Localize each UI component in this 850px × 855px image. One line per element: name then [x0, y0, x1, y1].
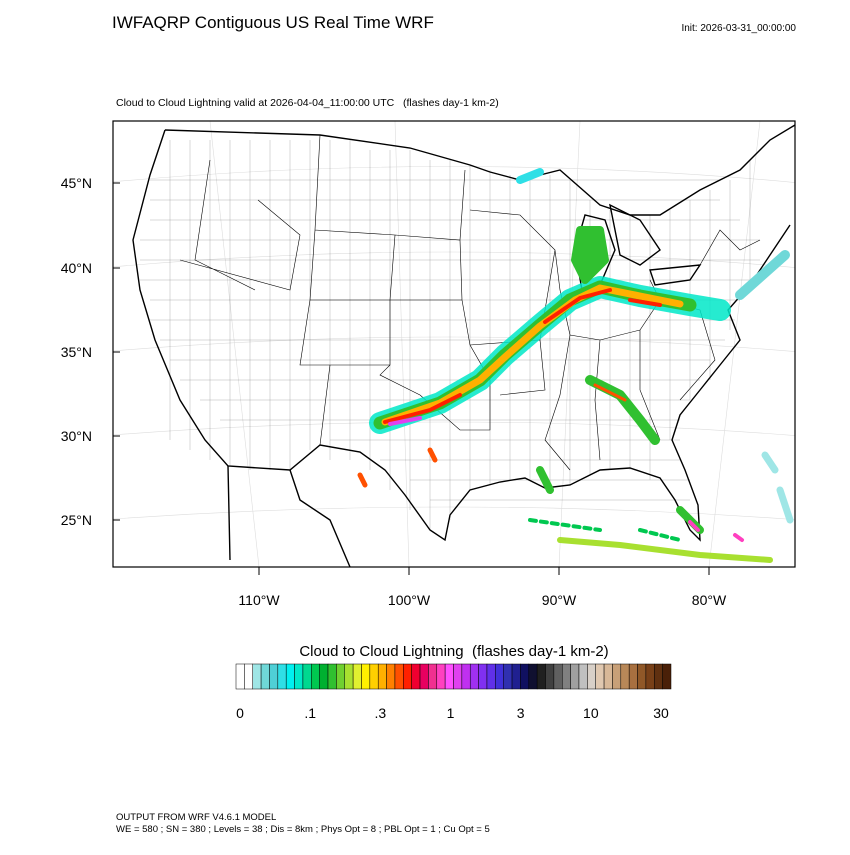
lat-label: 30°N	[61, 428, 92, 444]
colorbar-box	[444, 663, 454, 690]
colorbar-box	[620, 663, 630, 690]
colorbar-box	[453, 663, 463, 690]
init-time: Init: 2026-03-31_00:00:00	[681, 23, 796, 34]
footer-line1: OUTPUT FROM WRF V4.6.1 MODEL	[116, 812, 276, 823]
lat-label: 25°N	[61, 512, 92, 528]
colorbar-box	[252, 663, 262, 690]
colorbar-box	[637, 663, 647, 690]
colorbar-box	[311, 663, 320, 690]
colorbar-box	[503, 663, 513, 690]
map: 45°N 40°N 35°N 30°N 25°N 110°W 100°W 90°W 80°W	[61, 120, 796, 608]
colorbar-box	[536, 663, 546, 690]
colorbar-box	[269, 663, 279, 690]
colorbar-box	[545, 663, 555, 690]
colorbar-box	[285, 663, 295, 690]
colorbar-box	[327, 663, 337, 690]
colorbar-box	[411, 663, 421, 690]
axis-labels: 45°N 40°N 35°N 30°N 25°N 110°W 100°W 90°W 80°W	[61, 175, 727, 608]
colorbar-box	[603, 663, 613, 690]
colorbar-box	[528, 663, 538, 690]
colorbar-box	[377, 663, 387, 690]
colorbar-label: 30	[653, 705, 669, 721]
footer-line2: WE = 580 ; SN = 380 ; Levels = 38 ; Dis …	[116, 824, 490, 835]
colorbar-box	[294, 663, 304, 690]
colorbar-box	[595, 663, 605, 690]
colorbar-box	[654, 663, 663, 690]
colorbar-box	[244, 663, 253, 690]
map-frame	[112, 120, 796, 568]
colorbar-box	[361, 663, 371, 690]
lon-label: 100°W	[388, 592, 431, 608]
colorbar-box	[562, 663, 571, 690]
colorbar-box	[511, 663, 521, 690]
colorbar-box	[344, 663, 354, 690]
colorbar-box	[486, 663, 496, 690]
lon-label: 110°W	[238, 592, 280, 608]
colorbar-label: 10	[583, 705, 599, 721]
lat-label: 40°N	[61, 260, 92, 276]
colorbar-box	[662, 663, 672, 690]
colorbar-box	[277, 663, 287, 690]
colorbar-box	[587, 663, 596, 690]
colorbar-box	[578, 663, 588, 690]
colorbar-box	[570, 663, 580, 690]
colorbar-box	[386, 663, 396, 690]
colorbar-box	[478, 663, 488, 690]
colorbar-box	[394, 663, 404, 690]
colorbar-box	[302, 663, 312, 690]
colorbar-box	[553, 663, 563, 690]
title: IWFAQRP Contiguous US Real Time WRF	[112, 13, 434, 32]
colorbar-box	[369, 663, 379, 690]
colorbar-box	[520, 663, 530, 690]
colorbar: 0 .1 .3 1 3 10 30	[235, 663, 672, 721]
lat-label: 45°N	[61, 175, 92, 191]
colorbar-box	[495, 663, 504, 690]
colorbar-label: .3	[374, 705, 386, 721]
colorbar-title: Cloud to Cloud Lightning (flashes day-1 …	[299, 643, 608, 660]
lat-label: 35°N	[61, 344, 92, 360]
colorbar-box	[436, 663, 446, 690]
colorbar-box	[235, 663, 245, 690]
colorbar-box	[645, 663, 655, 690]
colorbar-box	[352, 663, 362, 690]
colorbar-label: 3	[517, 705, 525, 721]
colorbar-label: 0	[236, 705, 244, 721]
colorbar-box	[628, 663, 638, 690]
lon-label: 90°W	[542, 592, 577, 608]
colorbar-box	[260, 663, 270, 690]
colorbar-box	[419, 663, 429, 690]
colorbar-label: 1	[447, 705, 455, 721]
colorbar-box	[428, 663, 438, 690]
colorbar-label: .1	[304, 705, 316, 721]
colorbar-box	[319, 663, 329, 690]
colorbar-box	[336, 663, 345, 690]
colorbar-box	[469, 663, 479, 690]
colorbar-box	[403, 663, 412, 690]
colorbar-box	[461, 663, 471, 690]
colorbar-box	[612, 663, 622, 690]
lon-label: 80°W	[692, 592, 727, 608]
map-subtitle: Cloud to Cloud Lightning valid at 2026-0…	[116, 97, 499, 109]
